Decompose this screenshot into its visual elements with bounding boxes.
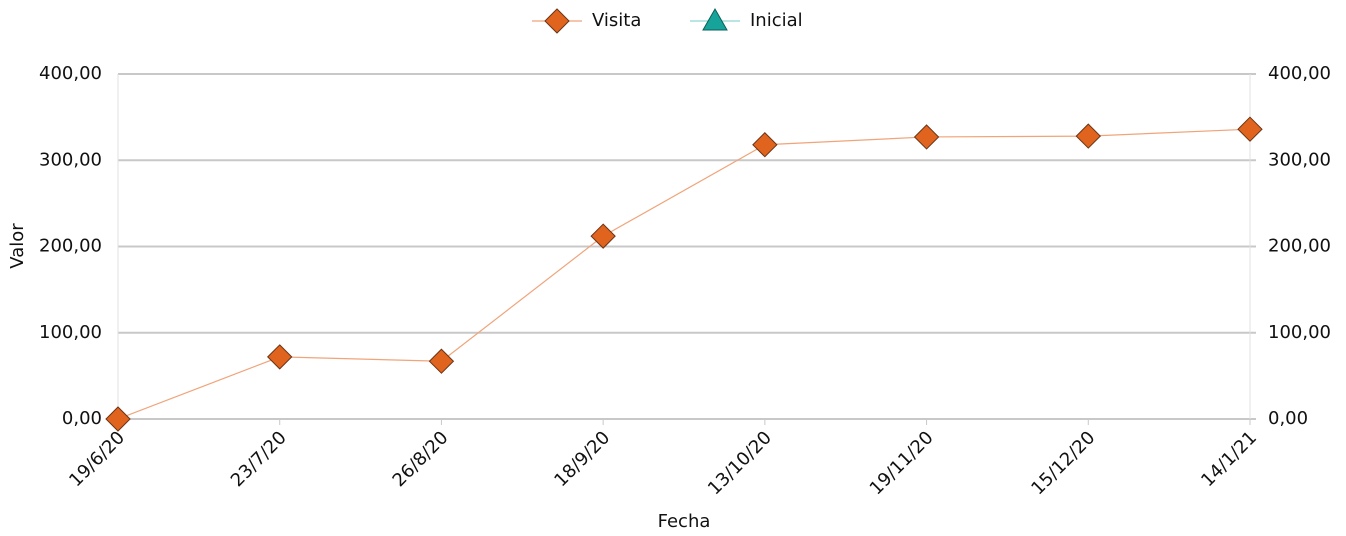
point [1075,123,1101,149]
point [428,348,455,374]
point [105,406,131,432]
point [590,223,616,249]
x-tick-label: 18/9/20 [550,427,614,491]
series-line [117,128,1251,420]
point [267,344,293,370]
x-tick-label: 15/12/20 [1027,427,1099,499]
x-tick-label: 13/10/20 [704,427,776,499]
x-tick-label: 14/1/21 [1197,427,1261,491]
y-tick-label: 300,00 [39,149,102,170]
point [1237,116,1263,142]
y-axis-label: Valor [7,223,28,269]
x-tick-label: 26/8/20 [389,427,453,491]
y2-tick-label: 300,00 [1268,149,1331,170]
y-tick-label: 400,00 [39,63,102,84]
point [913,124,940,150]
y-tick-label: 0,00 [62,408,102,429]
legend-marker [702,7,728,31]
y-tick-label: 200,00 [39,236,102,257]
x-tick-label: 19/11/20 [866,427,938,499]
x-axis-label: Fecha [658,511,711,532]
legend-marker [544,8,570,34]
y2-tick-label: 400,00 [1268,63,1331,84]
point [752,132,778,158]
legend-label: Visita [592,10,641,31]
x-tick-label: 19/6/20 [65,427,129,491]
legend-label: Inicial [750,10,803,31]
y2-tick-label: 100,00 [1268,322,1331,343]
y2-tick-label: 0,00 [1268,408,1308,429]
y-tick-label: 100,00 [39,322,102,343]
x-tick-label: 23/7/20 [227,427,291,491]
y2-tick-label: 200,00 [1268,236,1331,257]
